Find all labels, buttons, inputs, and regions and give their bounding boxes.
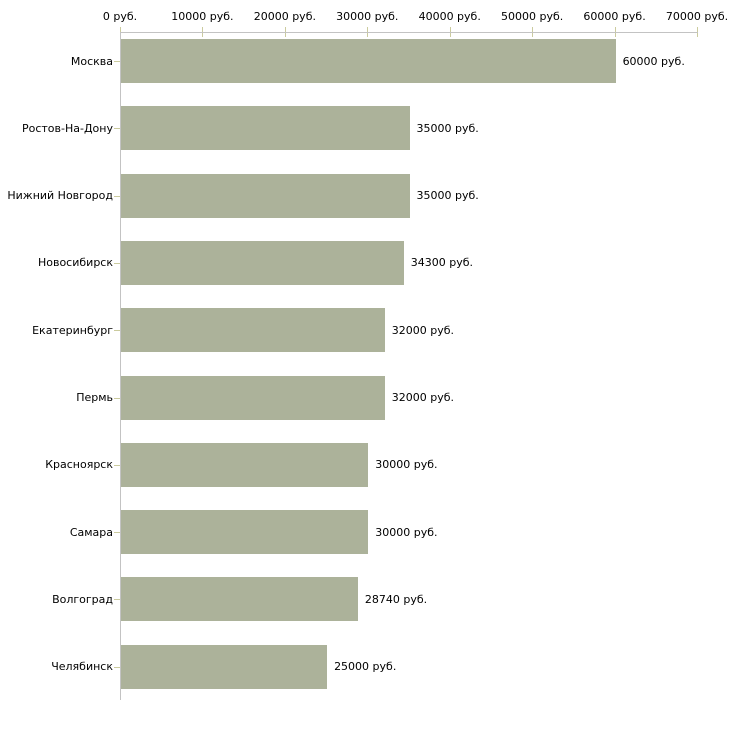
x-axis-line xyxy=(120,32,698,33)
value-label: 32000 руб. xyxy=(391,323,455,337)
category-label: Ростов-На-Дону xyxy=(21,121,113,135)
x-axis-tick-label: 30000 руб. xyxy=(336,10,399,23)
category-tick-mark xyxy=(114,599,120,600)
category-label: Екатеринбург xyxy=(32,323,113,337)
value-label: 25000 руб. xyxy=(334,660,397,674)
category-tick-mark xyxy=(114,263,120,264)
category-label: Самара xyxy=(69,525,113,539)
x-axis-tick-label: 60000 руб. xyxy=(583,10,646,23)
value-label: 32000 руб. xyxy=(391,391,455,404)
category-label: Красноярск xyxy=(45,458,113,472)
value-label: 30000 руб. xyxy=(375,458,438,472)
x-axis-tick-label: 70000 руб. xyxy=(665,10,729,23)
category-label: Пермь xyxy=(76,391,113,404)
bar xyxy=(121,106,410,151)
x-axis-tick-label: 50000 руб. xyxy=(501,10,564,23)
category-label: Челябинск xyxy=(51,660,113,674)
y-axis-line xyxy=(120,32,121,700)
value-label: 35000 руб. xyxy=(416,121,479,135)
x-axis-tick-label: 0 руб. xyxy=(102,10,138,23)
category-label: Нижний Новгород xyxy=(7,189,113,203)
value-label: 35000 руб. xyxy=(416,189,479,203)
value-label: 60000 руб. xyxy=(622,54,685,68)
bar xyxy=(121,442,369,487)
category-tick-mark xyxy=(114,330,120,331)
category-tick-mark xyxy=(114,128,120,129)
x-axis-tick-label: 40000 руб. xyxy=(418,10,481,23)
category-tick-mark xyxy=(114,667,120,668)
bar xyxy=(121,173,410,218)
bar xyxy=(121,644,328,689)
x-axis-tick-label: 10000 руб. xyxy=(171,10,234,23)
category-tick-mark xyxy=(114,196,120,197)
value-label: 28740 руб. xyxy=(364,592,428,606)
bar xyxy=(121,308,385,353)
category-tick-mark xyxy=(114,61,120,62)
category-label: Москва xyxy=(70,54,113,68)
value-label: 34300 руб. xyxy=(410,256,473,270)
bar xyxy=(121,577,358,622)
value-label: 30000 руб. xyxy=(375,525,438,539)
bar xyxy=(121,240,404,285)
category-label: Новосибирск xyxy=(37,256,113,270)
category-tick-mark xyxy=(114,532,120,533)
bar xyxy=(121,375,385,420)
x-axis-tick-label: 20000 руб. xyxy=(253,10,316,23)
category-label: Волгоград xyxy=(52,592,113,606)
bar xyxy=(121,510,369,555)
category-tick-mark xyxy=(114,465,120,466)
category-tick-mark xyxy=(114,398,120,399)
bar xyxy=(121,39,616,83)
